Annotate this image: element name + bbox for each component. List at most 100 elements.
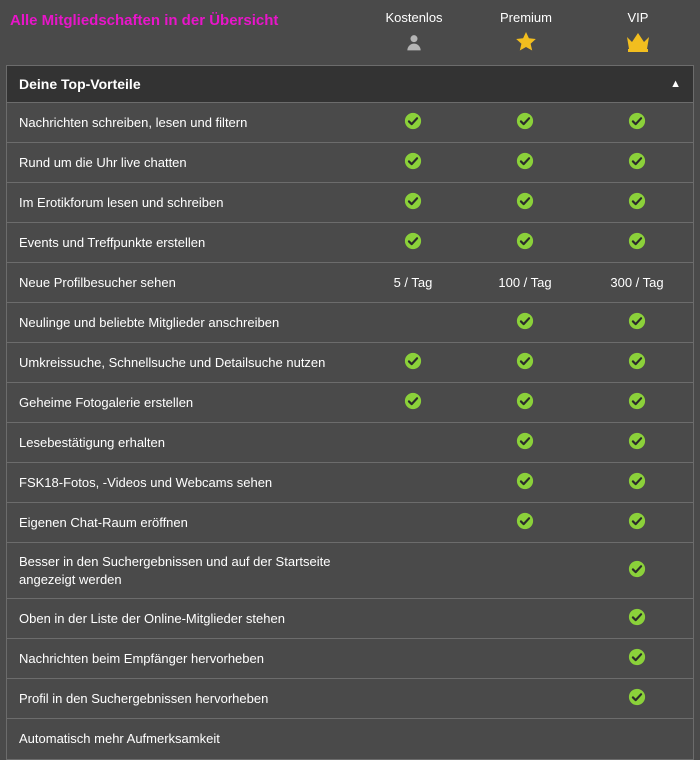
section-header-label: Deine Top-Vorteile bbox=[19, 76, 141, 92]
check-icon bbox=[516, 312, 534, 330]
tier-cell bbox=[581, 224, 693, 261]
table-row: Im Erotikforum lesen und schreiben bbox=[7, 183, 693, 223]
table-row: Nachrichten beim Empfänger hervorheben bbox=[7, 639, 693, 679]
tier-cell bbox=[357, 563, 469, 579]
check-icon bbox=[516, 432, 534, 450]
feature-label: Nachrichten schreiben, lesen und filtern bbox=[7, 104, 357, 142]
check-icon bbox=[628, 608, 646, 626]
tier-label: Kostenlos bbox=[358, 10, 470, 25]
tier-cell bbox=[357, 731, 469, 747]
tier-cell bbox=[469, 651, 581, 667]
check-icon bbox=[628, 560, 646, 578]
check-icon bbox=[404, 352, 422, 370]
feature-label: Eigenen Chat-Raum eröffnen bbox=[7, 504, 357, 542]
tier-cell bbox=[469, 611, 581, 627]
header-row: Alle Mitgliedschaften in der Übersicht K… bbox=[0, 0, 700, 61]
tier-cell bbox=[357, 515, 469, 531]
check-icon bbox=[516, 112, 534, 130]
tier-cell bbox=[469, 384, 581, 421]
tier-cell bbox=[357, 224, 469, 261]
tier-cell bbox=[357, 344, 469, 381]
check-icon bbox=[516, 232, 534, 250]
section-header[interactable]: Deine Top-Vorteile ▲ bbox=[7, 66, 693, 103]
tier-cell bbox=[581, 464, 693, 501]
check-icon bbox=[628, 312, 646, 330]
tier-cell bbox=[581, 731, 693, 747]
check-icon bbox=[628, 432, 646, 450]
table-row: Oben in der Liste der Online-Mitglieder … bbox=[7, 599, 693, 639]
table-row: Events und Treffpunkte erstellen bbox=[7, 223, 693, 263]
feature-label: Profil in den Suchergebnissen hervorhebe… bbox=[7, 680, 357, 718]
star-icon bbox=[470, 29, 582, 55]
table-row: Umkreissuche, Schnellsuche und Detailsuc… bbox=[7, 343, 693, 383]
tier-cell bbox=[581, 640, 693, 677]
tier-cell bbox=[469, 344, 581, 381]
check-icon bbox=[628, 192, 646, 210]
tier-cell bbox=[357, 315, 469, 331]
tier-cell bbox=[469, 464, 581, 501]
check-icon bbox=[516, 152, 534, 170]
table-row: Rund um die Uhr live chatten bbox=[7, 143, 693, 183]
tier-cell bbox=[581, 344, 693, 381]
page-title: Alle Mitgliedschaften in der Übersicht bbox=[10, 10, 358, 29]
feature-label: Besser in den Suchergebnissen und auf de… bbox=[7, 543, 357, 598]
tier-cell bbox=[469, 304, 581, 341]
feature-label: Im Erotikforum lesen und schreiben bbox=[7, 184, 357, 222]
check-icon bbox=[628, 232, 646, 250]
feature-label: Umkreissuche, Schnellsuche und Detailsuc… bbox=[7, 344, 357, 382]
chevron-up-icon: ▲ bbox=[670, 78, 681, 90]
tier-cell bbox=[581, 304, 693, 341]
feature-label: Nachrichten beim Empfänger hervorheben bbox=[7, 640, 357, 678]
tier-cell bbox=[469, 144, 581, 181]
check-icon bbox=[404, 152, 422, 170]
tier-vip: VIP bbox=[582, 10, 694, 55]
tier-cell bbox=[357, 651, 469, 667]
feature-label: Rund um die Uhr live chatten bbox=[7, 144, 357, 182]
check-icon bbox=[628, 472, 646, 490]
check-icon bbox=[628, 648, 646, 666]
table-row: Neue Profilbesucher sehen5 / Tag100 / Ta… bbox=[7, 263, 693, 303]
feature-label: Neue Profilbesucher sehen bbox=[7, 264, 357, 302]
tier-cell bbox=[581, 680, 693, 717]
check-icon bbox=[404, 392, 422, 410]
tier-cell bbox=[581, 504, 693, 541]
check-icon bbox=[628, 512, 646, 530]
tier-cell bbox=[357, 144, 469, 181]
tier-cell bbox=[357, 475, 469, 491]
tier-cell bbox=[469, 563, 581, 579]
check-icon bbox=[628, 392, 646, 410]
tier-cell: 5 / Tag bbox=[357, 267, 469, 298]
person-icon bbox=[358, 29, 470, 55]
table-row: Lesebestätigung erhalten bbox=[7, 423, 693, 463]
tier-cell bbox=[469, 224, 581, 261]
feature-label: Geheime Fotogalerie erstellen bbox=[7, 384, 357, 422]
tier-kostenlos: Kostenlos bbox=[358, 10, 470, 55]
tier-cell bbox=[357, 384, 469, 421]
check-icon bbox=[628, 352, 646, 370]
table-row: Eigenen Chat-Raum eröffnen bbox=[7, 503, 693, 543]
table-row: Geheime Fotogalerie erstellen bbox=[7, 383, 693, 423]
membership-table: Deine Top-Vorteile ▲ Nachrichten schreib… bbox=[6, 65, 694, 760]
check-icon bbox=[404, 232, 422, 250]
tier-cell bbox=[581, 104, 693, 141]
feature-label: Neulinge und beliebte Mitglieder anschre… bbox=[7, 304, 357, 342]
check-icon bbox=[628, 152, 646, 170]
tier-label: Premium bbox=[470, 10, 582, 25]
tier-cell bbox=[357, 435, 469, 451]
table-row: Profil in den Suchergebnissen hervorhebe… bbox=[7, 679, 693, 719]
tier-cell: 100 / Tag bbox=[469, 267, 581, 298]
tier-cell bbox=[469, 424, 581, 461]
tier-cell bbox=[581, 424, 693, 461]
tier-cell bbox=[581, 552, 693, 589]
tier-cell bbox=[469, 731, 581, 747]
tier-cell bbox=[357, 691, 469, 707]
crown-icon bbox=[582, 29, 694, 55]
tier-cell bbox=[469, 184, 581, 221]
tier-cell bbox=[581, 184, 693, 221]
tier-cell bbox=[469, 504, 581, 541]
tier-cell bbox=[581, 144, 693, 181]
check-icon bbox=[404, 112, 422, 130]
tier-cell bbox=[581, 384, 693, 421]
tier-cell bbox=[357, 104, 469, 141]
feature-label: FSK18-Fotos, -Videos und Webcams sehen bbox=[7, 464, 357, 502]
